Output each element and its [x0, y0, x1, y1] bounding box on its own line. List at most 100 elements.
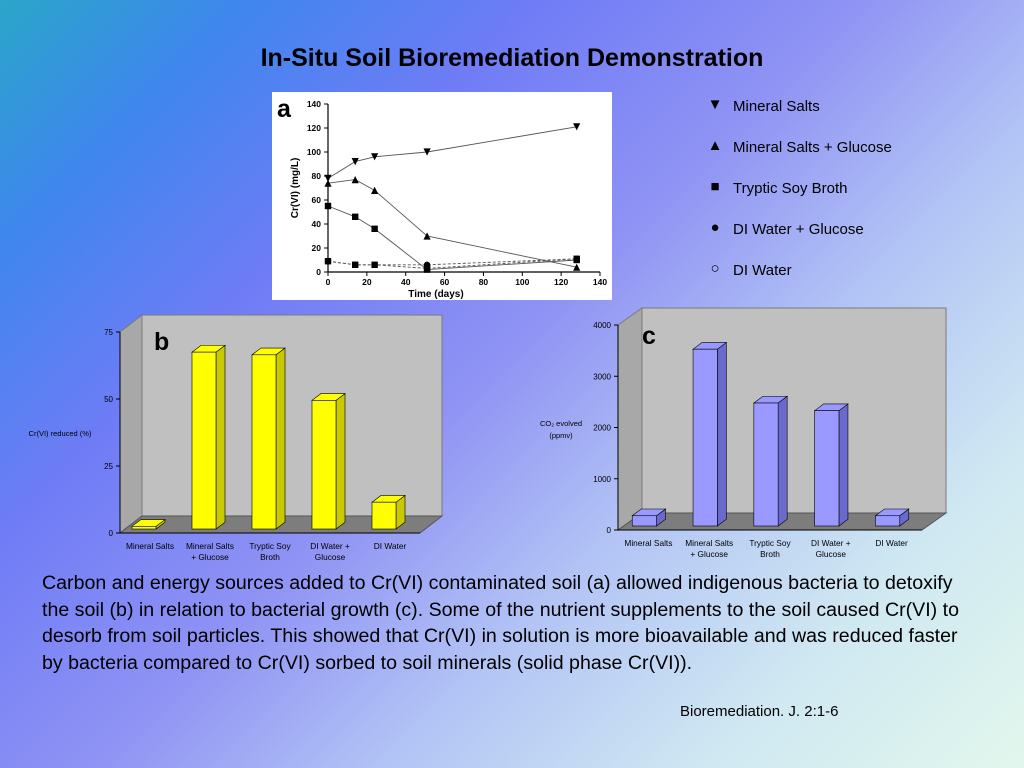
y-axis-title: Cr(VI) reduced (%) — [29, 429, 92, 438]
triangle-down-marker-icon: ▼ — [707, 96, 723, 113]
bar-side — [335, 393, 346, 530]
triangle-down-marker — [423, 148, 431, 156]
filled-circle-marker-icon: ● — [710, 219, 720, 236]
bar — [311, 400, 337, 530]
bar — [692, 348, 718, 527]
y-tick-label: 3000 — [593, 372, 611, 381]
legend-label: Tryptic Soy Broth — [733, 180, 848, 197]
square-marker — [573, 255, 580, 262]
square-marker — [352, 261, 359, 268]
bar — [251, 354, 277, 530]
legend-label: DI Water + Glucose — [733, 221, 864, 238]
x-tick-label: Broth — [760, 549, 780, 559]
bar-side — [215, 344, 226, 530]
y-tick-label: 80 — [312, 171, 322, 181]
x-tick-label: + Glucose — [191, 552, 229, 562]
bar — [875, 515, 901, 527]
triangle-up-marker — [371, 186, 379, 194]
square-marker — [324, 202, 332, 210]
bar-chart-c-svg: 0 1000 2000 3000 4000 Mineral Salts Mineral Sa… — [540, 307, 948, 559]
x-tick-label: 120 — [554, 277, 568, 287]
bar-side — [275, 347, 286, 530]
bar — [631, 515, 657, 527]
square-marker — [423, 265, 431, 272]
triangle-down-marker — [371, 153, 379, 161]
slide-title: In-Situ Soil Bioremediation Demonstratio… — [260, 44, 764, 72]
x-tick-label: 0 — [326, 277, 331, 287]
y-tick-label: 40 — [312, 219, 322, 229]
y-tick-label: 20 — [312, 243, 322, 253]
x-tick-label: 60 — [440, 277, 450, 287]
x-tick-label: Glucose — [315, 552, 346, 562]
x-tick-label: DI Water + — [310, 541, 350, 551]
y-tick-label: 75 — [104, 328, 113, 337]
x-tick-label: + Glucose — [690, 549, 728, 559]
y-axis-title: Cr(VI) (mg/L) — [290, 158, 301, 219]
plot-back-wall — [641, 307, 947, 514]
triangle-down-marker — [573, 123, 581, 131]
x-tick-label: Broth — [260, 552, 280, 562]
y-tick-label: 25 — [104, 462, 113, 471]
triangle-up-marker — [324, 179, 332, 187]
legend-label: Mineral Salts — [733, 98, 820, 115]
x-tick-label: Mineral Salts — [186, 541, 234, 551]
square-marker — [371, 225, 378, 232]
legend-label: DI Water — [733, 262, 792, 279]
x-tick-label: 80 — [479, 277, 489, 287]
x-tick-label: Tryptic Soy — [249, 541, 291, 551]
bar — [753, 402, 779, 527]
panel-a-line-chart: 0 20 40 60 80 100 120 140 0 20 40 60 80 100 120 140 Time… — [272, 92, 612, 300]
x-tick-label: Mineral Salts — [685, 538, 733, 548]
x-tick-label: Glucose — [816, 549, 847, 559]
x-axis-title: Time (days) — [408, 289, 463, 300]
triangle-up-marker — [351, 176, 359, 184]
panel-c-letter: c — [642, 322, 656, 350]
y-axis-title: CO₂ evolved — [540, 419, 582, 428]
y-tick-label: 0 — [316, 267, 321, 277]
x-tick-label: 20 — [362, 277, 372, 287]
bar — [814, 410, 840, 527]
y-tick-label: 140 — [307, 99, 321, 109]
plot-side-wall — [119, 313, 143, 535]
bar — [371, 501, 397, 530]
y-tick-label: 2000 — [593, 424, 611, 433]
x-tick-label: 100 — [515, 277, 529, 287]
panel-a-letter: a — [277, 95, 291, 123]
square-marker — [352, 213, 359, 220]
y-tick-label: 4000 — [593, 321, 611, 330]
open-circle-marker-icon: ○ — [710, 260, 720, 277]
caption-paragraph: Carbon and energy sources added to Cr(VI… — [42, 572, 959, 674]
y-axis-title: (ppmv) — [549, 431, 573, 440]
bar — [191, 351, 217, 530]
y-tick-label: 50 — [104, 395, 113, 404]
panel-c-bar-chart: 0 1000 2000 3000 4000 Mineral Salts Mineral Sa… — [530, 306, 950, 567]
y-tick-label: 60 — [312, 195, 322, 205]
triangle-down-marker — [324, 174, 332, 182]
citation: Bioremediation. J. 2:1-6 — [680, 703, 839, 720]
x-tick-label: 40 — [401, 277, 411, 287]
bar — [131, 526, 157, 530]
triangle-up-marker-icon: ▲ — [707, 137, 723, 154]
y-tick-label: 0 — [607, 526, 612, 535]
bar-side — [717, 341, 727, 527]
legend-label: Mineral Salts + Glucose — [733, 139, 892, 156]
x-tick-label: 140 — [593, 277, 607, 287]
y-tick-label: 1000 — [593, 475, 611, 484]
x-tick-label: Mineral Salts — [126, 541, 174, 551]
bar-side — [838, 403, 849, 527]
y-tick-label: 100 — [307, 147, 321, 157]
plot-side-wall — [617, 307, 643, 531]
x-tick-label: DI Water — [875, 538, 908, 548]
x-tick-label: Mineral Salts — [624, 538, 672, 548]
panel-b-letter: b — [154, 328, 170, 356]
line-chart-svg: 0 20 40 60 80 100 120 140 0 20 40 60 80 100 120 140 Time… — [290, 99, 607, 300]
y-tick-label: 120 — [307, 123, 321, 133]
square-marker-icon: ■ — [710, 178, 720, 195]
triangle-down-marker — [351, 158, 359, 166]
square-marker — [371, 261, 378, 268]
x-tick-label: DI Water + — [811, 538, 851, 548]
y-tick-label: 0 — [109, 529, 114, 538]
triangle-up-marker — [573, 263, 581, 271]
plot-back-wall — [141, 314, 443, 517]
